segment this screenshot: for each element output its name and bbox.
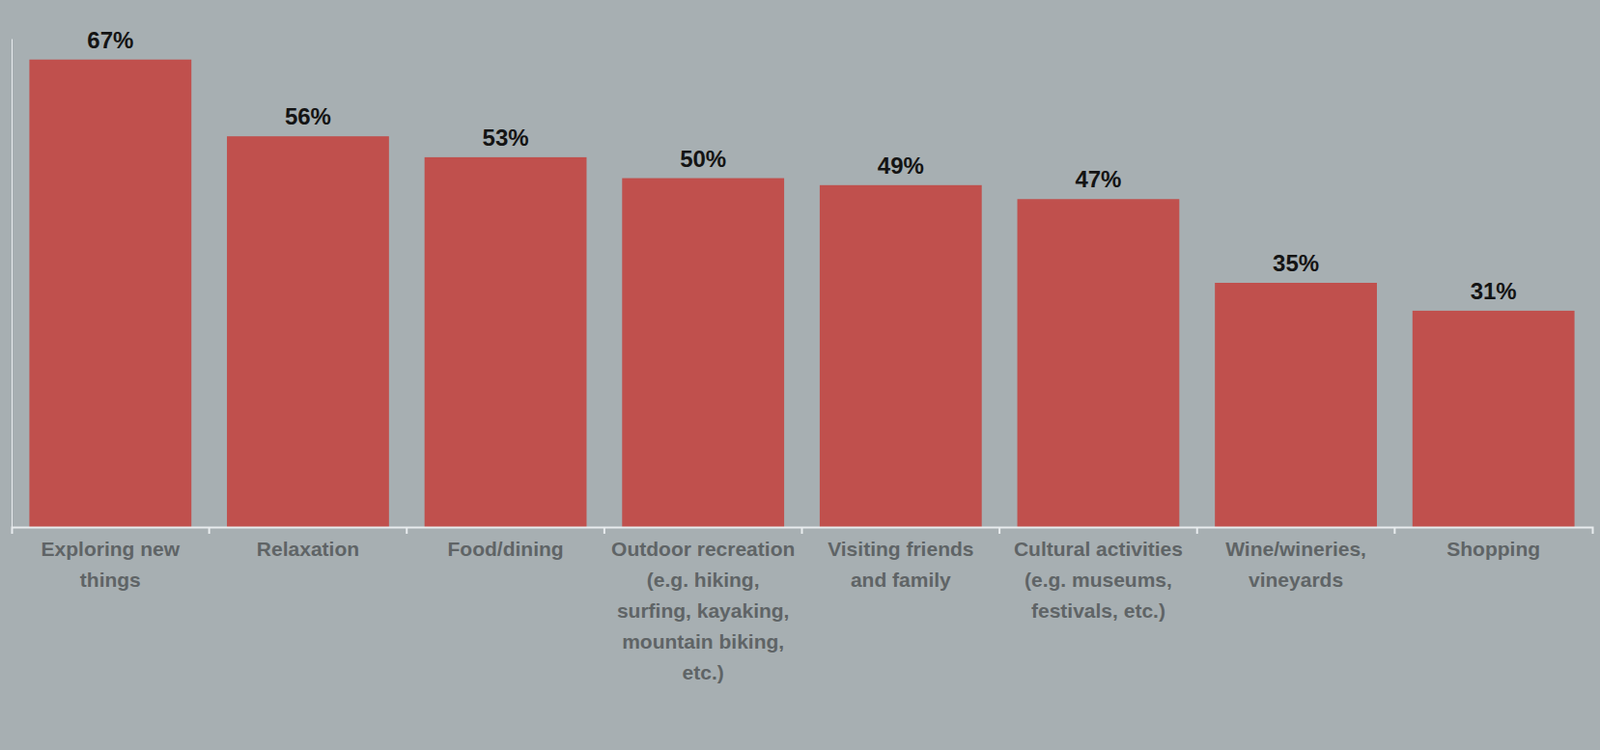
- y-axis-line: [11, 39, 13, 529]
- data-labels: 67% 56% 53% 50% 49% 47% 35% 31%: [86, 27, 1516, 305]
- x-tick-label: Outdoor recreation (e.g. hiking, surfing, …: [611, 537, 795, 684]
- x-tick-label: Cultural activities (e.g. museums, festiva…: [1013, 537, 1183, 622]
- bar: [424, 157, 588, 528]
- x-tick: Relaxation: [256, 537, 360, 561]
- plot: Exploring new things Relaxation Food/dining…: [12, 27, 1594, 684]
- x-tick: Exploring new things: [41, 537, 181, 591]
- x-tick: Food/dining: [448, 537, 564, 561]
- x-tick-label-line: festivals, etc.): [1031, 599, 1166, 622]
- data-label: 35%: [1272, 250, 1320, 277]
- x-tick-label: Wine/wineries, vineyards: [1225, 537, 1367, 591]
- data-label: 53%: [482, 124, 530, 151]
- x-tick: Wine/wineries, vineyards: [1225, 537, 1367, 591]
- x-tick-label-line: Relaxation: [256, 537, 360, 561]
- data-label: 67%: [86, 27, 134, 54]
- x-tick: Shopping: [1446, 537, 1541, 561]
- bars: [28, 59, 1574, 528]
- data-label: 31%: [1470, 278, 1517, 305]
- x-tick-label-line: Exploring new: [41, 537, 181, 561]
- data-label: 49%: [877, 152, 925, 179]
- x-tick-label-line: vineyards: [1248, 568, 1344, 591]
- x-tick-label: Visiting friends and family: [827, 537, 974, 591]
- x-axis-line: [12, 528, 1594, 535]
- y-axis: [11, 39, 13, 529]
- data-label: 56%: [284, 103, 332, 130]
- chart: Exploring new things Relaxation Food/dining…: [0, 0, 1600, 750]
- x-tick-label-line: Food/dining: [448, 537, 564, 561]
- x-tick-label-line: things: [80, 568, 141, 591]
- x-tick-label-line: mountain biking,: [621, 630, 785, 653]
- data-label: 50%: [679, 145, 727, 172]
- x-tick-label-line: Shopping: [1446, 537, 1541, 561]
- x-tick-label: Shopping: [1446, 537, 1541, 561]
- bar: [1017, 198, 1180, 528]
- bar: [226, 136, 390, 528]
- x-tick-label-line: Outdoor recreation: [611, 537, 795, 561]
- x-tick-label-line: (e.g. museums,: [1024, 568, 1173, 591]
- bar: [819, 185, 983, 528]
- x-tick: Visiting friends and family: [827, 537, 974, 591]
- bar: [1214, 282, 1377, 528]
- x-tick: Cultural activities (e.g. museums, festiva…: [1013, 537, 1183, 622]
- x-tick-label: Relaxation: [256, 537, 360, 561]
- x-tick-label-line: and family: [850, 568, 952, 591]
- x-tick-label-line: Cultural activities: [1013, 537, 1183, 561]
- x-tick-label: Food/dining: [448, 537, 564, 561]
- x-tick-label: Exploring new things: [41, 537, 181, 591]
- bar: [621, 178, 785, 528]
- data-label: 47%: [1074, 166, 1122, 193]
- x-axis: Exploring new things Relaxation Food/dining…: [12, 528, 1594, 685]
- x-tick-label-line: Wine/wineries,: [1225, 537, 1367, 561]
- bar: [28, 59, 192, 528]
- x-tick-label-line: surfing, kayaking,: [617, 599, 790, 622]
- x-tick-label-line: etc.): [682, 661, 725, 684]
- x-tick-label-line: Visiting friends: [827, 537, 974, 561]
- x-tick-label-line: (e.g. hiking,: [646, 568, 760, 591]
- x-tick: Outdoor recreation (e.g. hiking, surfing, …: [611, 537, 795, 684]
- bar: [1412, 310, 1575, 528]
